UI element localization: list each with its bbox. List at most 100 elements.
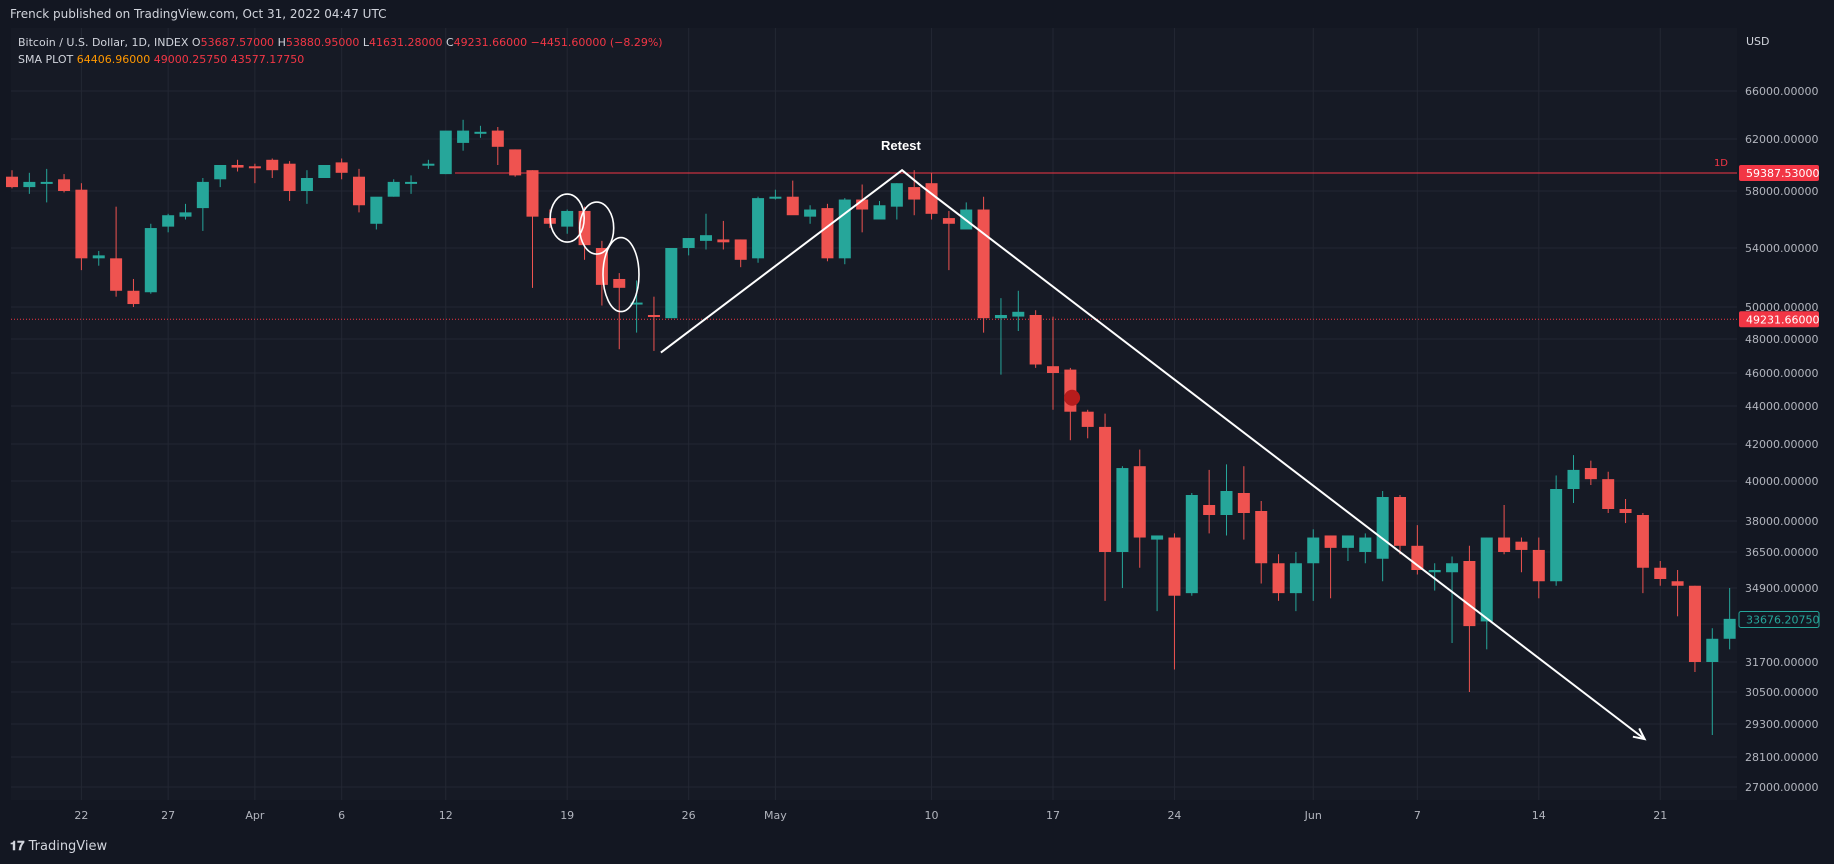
candle-body <box>630 302 643 305</box>
candle-body <box>1341 535 1354 548</box>
price-tag-label: 59387.53000 <box>1746 167 1819 180</box>
candle-body <box>1619 509 1632 513</box>
candle-body <box>1671 581 1684 586</box>
chart-pane[interactable] <box>11 28 1737 800</box>
candle-body <box>1480 537 1493 622</box>
timeframe-tag: 1D <box>1714 158 1728 169</box>
candle-body <box>422 163 435 166</box>
x-tick-label: 6 <box>338 809 345 822</box>
candle-body <box>821 208 834 259</box>
candle-body <box>526 170 539 217</box>
x-tick-label: 19 <box>560 809 574 822</box>
y-tick-label: 36500.00000 <box>1745 546 1818 559</box>
arrowhead-icon <box>1632 727 1647 741</box>
candle-body <box>75 189 88 259</box>
sma-value-2: 49000.25750 <box>153 53 228 66</box>
candle-body <box>682 238 695 248</box>
price-tag-label: 49231.66000 <box>1746 313 1819 326</box>
close-key: C <box>445 36 454 49</box>
footer-bar <box>0 830 1834 864</box>
x-tick-label: 22 <box>74 809 88 822</box>
candle-body <box>179 212 192 217</box>
candle-body <box>214 165 227 180</box>
x-tick-label: 21 <box>1653 809 1667 822</box>
candle-body <box>1584 468 1597 480</box>
highlight-ellipse <box>578 201 615 255</box>
candle-body <box>1446 563 1459 573</box>
candle-body <box>1688 585 1701 662</box>
brand-name: TradingView <box>28 839 108 854</box>
candle-body <box>769 196 782 199</box>
candle-body <box>58 179 71 191</box>
candle-body <box>1706 638 1719 662</box>
candle-body <box>387 181 400 197</box>
candle-body <box>1498 537 1511 552</box>
candle-body <box>1203 505 1216 515</box>
candle-body <box>700 235 712 241</box>
candle-body <box>231 165 244 168</box>
candle-body <box>613 278 626 288</box>
candle-body <box>6 176 18 188</box>
y-tick-label: 46000.00000 <box>1745 367 1818 380</box>
y-tick-label: 48000.00000 <box>1745 333 1818 346</box>
candle-body <box>1394 497 1406 546</box>
annotations: Retest <box>549 138 1647 741</box>
candle-body <box>1272 563 1285 594</box>
y-tick-label: 50000.00000 <box>1745 301 1818 314</box>
candle-body <box>925 183 938 214</box>
change-value: −4451.60000 (−8.29%) <box>530 36 663 49</box>
ohlc-row: Bitcoin / U.S. Dollar, 1D, INDEX O53687.… <box>18 34 663 51</box>
candle-body <box>1359 537 1372 552</box>
candle-body <box>1376 497 1389 559</box>
candle-body <box>1723 618 1736 639</box>
y-tick-label: 34900.00000 <box>1745 582 1818 595</box>
high-key: H <box>277 36 286 49</box>
candle-body <box>1602 479 1615 509</box>
x-tick-label: 27 <box>161 809 175 822</box>
candle-body <box>127 290 140 305</box>
price-axis-bg <box>1737 28 1834 800</box>
candle-body <box>890 183 903 207</box>
candle-body <box>474 131 487 134</box>
price-tag-label: 33676.20750 <box>1746 613 1819 626</box>
candle-body <box>335 162 348 173</box>
candle-body <box>717 239 730 243</box>
chart-legend: Bitcoin / U.S. Dollar, 1D, INDEX O53687.… <box>18 34 663 68</box>
candle-body <box>1012 311 1025 317</box>
x-tick-label: Jun <box>1304 809 1322 822</box>
y-tick-label: 27000.00000 <box>1745 781 1818 794</box>
sma-value-1: 64406.96000 <box>76 53 151 66</box>
y-tick-label: 54000.00000 <box>1745 242 1818 255</box>
candle-body <box>110 258 123 291</box>
candle-body <box>734 239 747 260</box>
candle-body <box>353 176 365 206</box>
candle-body <box>994 315 1007 319</box>
tradingview-logo[interactable]: 𝟏𝟕 TradingView <box>10 839 107 854</box>
candle-body <box>439 130 452 175</box>
time-axis[interactable]: 22 27 Apr 6 12 19 26 May 10 17 24 Jun 7 14 21 <box>11 800 1737 830</box>
candle-body <box>1515 541 1528 550</box>
low-key: L <box>362 36 369 49</box>
x-tick-label: 7 <box>1414 809 1421 822</box>
candle-body <box>1255 511 1268 564</box>
candle-body <box>1636 515 1649 568</box>
candle-body <box>283 163 296 191</box>
candle-body <box>491 130 504 147</box>
close-value: 49231.66000 <box>453 36 528 49</box>
x-tick-label: 12 <box>439 809 453 822</box>
candle-body <box>1099 426 1112 552</box>
x-tick-label: Apr <box>245 809 265 822</box>
header-bar: Frenck published on TradingView.com, Oct… <box>0 0 1834 28</box>
sma-label: SMA PLOT <box>18 53 74 66</box>
x-tick-label: 26 <box>682 809 696 822</box>
publisher-info: Frenck published on TradingView.com, Oct… <box>10 7 387 21</box>
price-axis[interactable]: USD 27000.00000 28100.00000 29300.00000 3050… <box>1737 28 1834 800</box>
high-value: 53880.95000 <box>285 36 360 49</box>
y-tick-label: 62000.00000 <box>1745 133 1818 146</box>
candle-body <box>1532 549 1545 582</box>
highlight-ellipse <box>549 193 586 243</box>
candle-body <box>300 178 313 191</box>
price-level-lines: 1D <box>11 158 1737 320</box>
candle-body <box>248 166 261 169</box>
